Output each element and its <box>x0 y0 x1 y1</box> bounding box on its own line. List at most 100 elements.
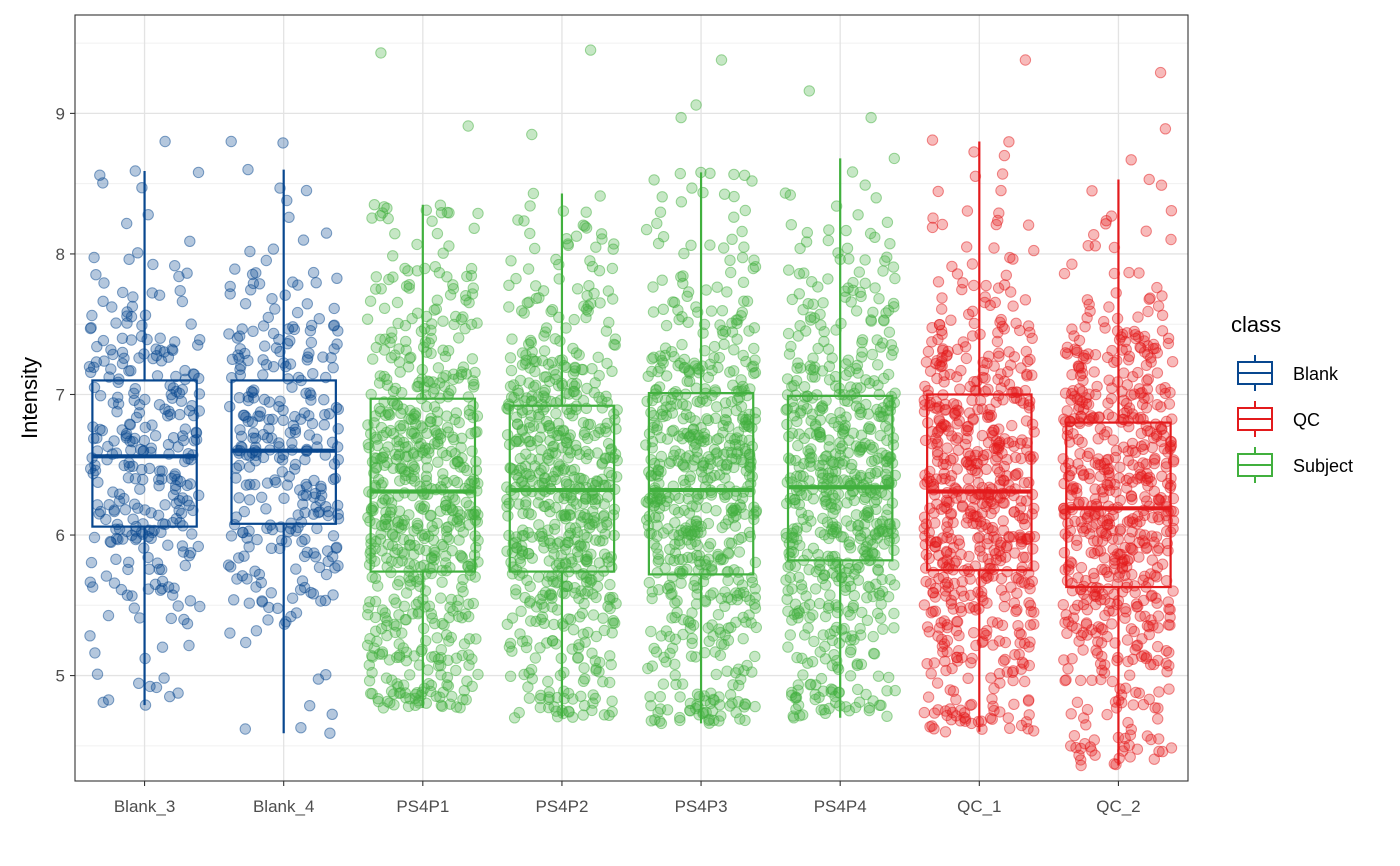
data-point <box>721 286 733 298</box>
data-point <box>607 617 619 629</box>
data-point <box>108 577 121 589</box>
data-point <box>146 287 158 299</box>
data-point <box>592 351 604 363</box>
data-point <box>441 421 454 434</box>
data-point <box>256 491 268 503</box>
data-point <box>542 675 554 688</box>
data-point <box>143 462 156 475</box>
data-point <box>1089 493 1102 505</box>
data-point <box>737 276 750 288</box>
data-point <box>1155 179 1168 191</box>
data-point <box>992 327 1004 339</box>
data-point <box>888 622 900 634</box>
data-point <box>134 483 146 495</box>
data-point <box>458 638 471 650</box>
data-point <box>664 630 676 643</box>
data-point <box>870 192 882 204</box>
data-point <box>956 501 969 513</box>
data-point <box>548 440 560 452</box>
data-point <box>793 288 805 300</box>
data-point <box>1119 602 1131 615</box>
data-point <box>1083 415 1095 427</box>
data-point <box>281 479 293 491</box>
data-point <box>785 219 797 231</box>
data-point <box>387 250 399 262</box>
data-point <box>332 423 344 435</box>
data-point <box>300 387 312 399</box>
data-point <box>262 311 274 324</box>
data-point <box>687 423 700 435</box>
data-point <box>397 533 410 546</box>
data-point <box>88 251 100 264</box>
data-point <box>994 316 1006 328</box>
data-point <box>1096 535 1109 547</box>
data-point <box>920 575 932 588</box>
data-point <box>332 508 344 520</box>
data-point <box>562 687 575 700</box>
data-point <box>686 632 698 645</box>
data-point <box>1118 741 1131 753</box>
data-point <box>236 323 248 335</box>
data-point <box>1076 436 1088 449</box>
data-point <box>1133 687 1146 699</box>
data-point <box>725 266 737 279</box>
data-point <box>398 600 411 612</box>
data-point <box>85 556 98 569</box>
data-point <box>302 351 314 363</box>
data-point <box>123 365 135 377</box>
data-point <box>596 458 608 470</box>
data-point <box>974 541 986 553</box>
data-point <box>425 608 437 620</box>
data-point <box>651 424 663 436</box>
data-point <box>159 518 171 530</box>
data-point <box>817 297 829 309</box>
data-point <box>967 413 979 425</box>
data-point <box>435 428 447 440</box>
data-point <box>229 263 241 275</box>
data-point <box>972 477 985 489</box>
data-point <box>431 227 444 240</box>
data-point <box>263 601 275 614</box>
data-point <box>736 492 749 504</box>
data-point-extreme <box>998 149 1011 162</box>
data-point <box>327 362 339 374</box>
data-point <box>867 630 879 643</box>
data-point <box>669 658 681 670</box>
data-point <box>437 344 449 356</box>
data-point <box>749 700 761 713</box>
data-point <box>874 341 887 353</box>
data-point <box>504 352 517 364</box>
data-point <box>94 390 107 402</box>
data-point <box>1092 433 1104 445</box>
data-point <box>276 454 289 466</box>
data-point <box>1123 515 1136 527</box>
data-point <box>726 326 739 338</box>
data-point <box>714 699 726 711</box>
data-point <box>239 298 252 310</box>
data-point <box>936 292 948 304</box>
data-point <box>521 635 533 647</box>
data-point <box>1080 719 1092 731</box>
data-point <box>382 441 394 453</box>
data-point <box>992 282 1005 294</box>
data-point <box>1062 663 1074 675</box>
data-point <box>432 362 445 374</box>
data-point <box>792 679 804 691</box>
data-point <box>923 552 935 565</box>
data-point <box>304 325 317 337</box>
data-point <box>543 701 555 714</box>
data-point <box>1151 367 1164 379</box>
data-point <box>814 646 826 658</box>
data-point <box>422 664 434 676</box>
data-point <box>980 279 992 292</box>
y-tick-label: 5 <box>56 667 65 686</box>
data-point <box>159 499 171 511</box>
data-point <box>233 492 245 504</box>
data-point <box>676 398 689 410</box>
data-point <box>263 396 275 408</box>
data-point <box>862 511 875 524</box>
data-point <box>855 351 868 363</box>
data-point <box>251 533 263 546</box>
data-point <box>932 449 944 461</box>
data-point <box>889 684 901 697</box>
